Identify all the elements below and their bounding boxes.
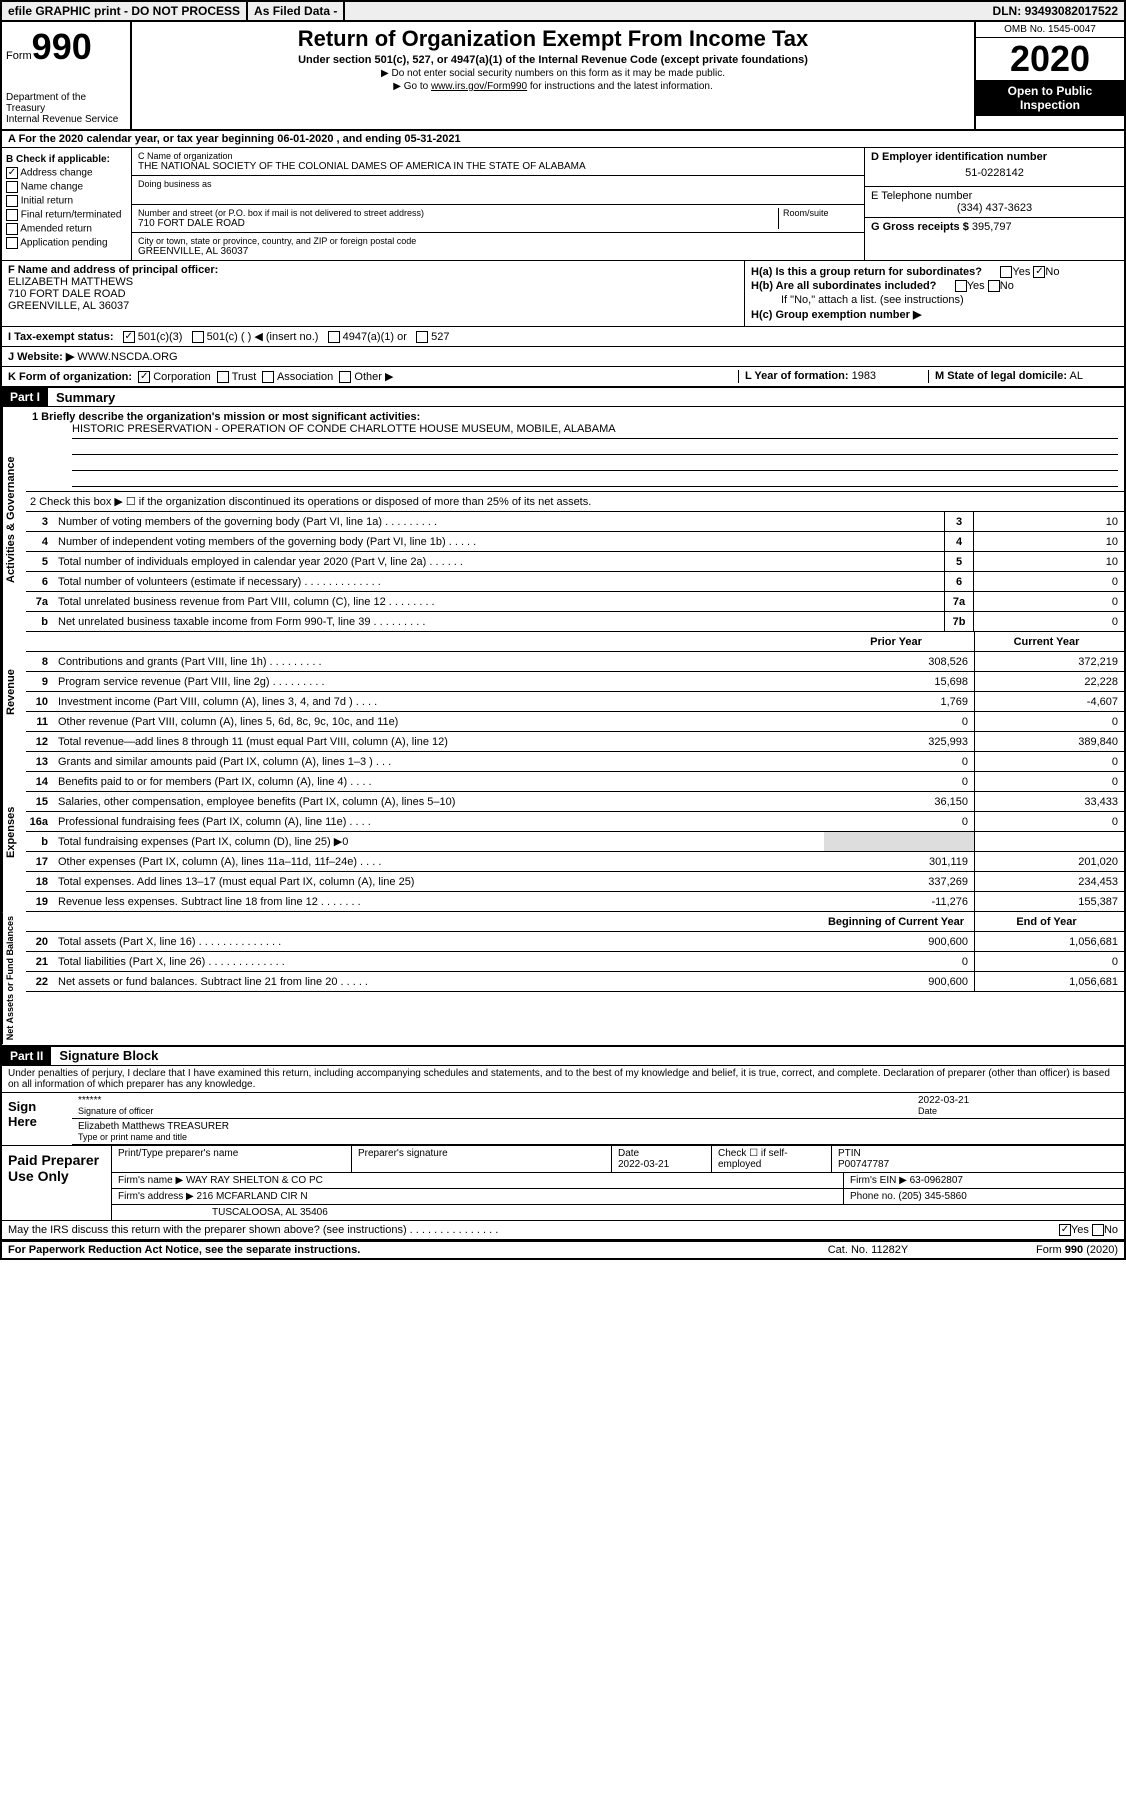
line-10: 10Investment income (Part VIII, column (…	[26, 692, 1124, 712]
tax-year: 2020	[976, 38, 1124, 80]
summary-gov: Activities & Governance 1 Briefly descri…	[2, 407, 1124, 632]
line-9: 9Program service revenue (Part VIII, lin…	[26, 672, 1124, 692]
website: WWW.NSCDA.ORG	[77, 351, 177, 363]
org-city: GREENVILLE, AL 36037	[138, 246, 858, 257]
topbar: efile GRAPHIC print - DO NOT PROCESS As …	[2, 2, 1124, 22]
sign-here-block: Sign Here ******Signature of officer 202…	[2, 1093, 1124, 1146]
line-7b: bNet unrelated business taxable income f…	[26, 612, 1124, 632]
summary-rev: Revenue Prior Year Current Year 8Contrib…	[2, 632, 1124, 752]
as-filed: As Filed Data -	[248, 2, 345, 20]
line-6: 6Total number of volunteers (estimate if…	[26, 572, 1124, 592]
header: Form990 Department of the Treasury Inter…	[2, 22, 1124, 131]
col-d: D Employer identification number 51-0228…	[864, 148, 1124, 260]
form-box: Form990 Department of the Treasury Inter…	[2, 22, 132, 129]
col-h: H(a) Is this a group return for subordin…	[744, 261, 1124, 326]
line-7a: 7aTotal unrelated business revenue from …	[26, 592, 1124, 612]
line-4: 4Number of independent voting members of…	[26, 532, 1124, 552]
line-15: 15Salaries, other compensation, employee…	[26, 792, 1124, 812]
open-to-public: Open to Public Inspection	[976, 80, 1124, 116]
summary-exp: Expenses 13Grants and similar amounts pa…	[2, 752, 1124, 912]
summary-na: Net Assets or Fund Balances Beginning of…	[2, 912, 1124, 1046]
line-20: 20Total assets (Part X, line 16) . . . .…	[26, 932, 1124, 952]
chk-initial-return: Initial return	[6, 195, 127, 207]
footer: For Paperwork Reduction Act Notice, see …	[2, 1241, 1124, 1258]
omb-number: OMB No. 1545-0047	[976, 22, 1124, 38]
right-box: OMB No. 1545-0047 2020 Open to Public In…	[974, 22, 1124, 129]
perjury-statement: Under penalties of perjury, I declare th…	[2, 1066, 1124, 1093]
line-j: J Website: ▶ WWW.NSCDA.ORG	[2, 347, 1124, 367]
paid-preparer: Paid Preparer Use Only Print/Type prepar…	[2, 1146, 1124, 1221]
line-18: 18Total expenses. Add lines 13–17 (must …	[26, 872, 1124, 892]
section-fgh: F Name and address of principal officer:…	[2, 261, 1124, 327]
col-c: C Name of organization THE NATIONAL SOCI…	[132, 148, 864, 260]
chk-amended: Amended return	[6, 223, 127, 235]
line-i: I Tax-exempt status: 501(c)(3) 501(c) ( …	[2, 327, 1124, 347]
org-address: 710 FORT DALE ROAD	[138, 218, 778, 229]
line-17: 17Other expenses (Part IX, column (A), l…	[26, 852, 1124, 872]
phone: (334) 437-3623	[871, 202, 1118, 214]
form-title: Return of Organization Exempt From Incom…	[142, 26, 964, 52]
title-box: Return of Organization Exempt From Incom…	[132, 22, 974, 129]
dept-treasury: Department of the Treasury Internal Reve…	[6, 92, 126, 125]
section-bcd: B Check if applicable: Address change Na…	[2, 148, 1124, 261]
part-i-header: Part I Summary	[2, 388, 1124, 407]
mission-text: HISTORIC PRESERVATION - OPERATION OF CON…	[72, 423, 1118, 439]
chk-address-change: Address change	[6, 167, 127, 179]
efile-notice: efile GRAPHIC print - DO NOT PROCESS	[2, 2, 248, 20]
line-16a: 16aProfessional fundraising fees (Part I…	[26, 812, 1124, 832]
line-k: K Form of organization: Corporation Trus…	[2, 367, 1124, 388]
gross-receipts: 395,797	[972, 221, 1012, 233]
form-990-page: efile GRAPHIC print - DO NOT PROCESS As …	[0, 0, 1126, 1260]
org-name: THE NATIONAL SOCIETY OF THE COLONIAL DAM…	[138, 161, 858, 172]
line-13: 13Grants and similar amounts paid (Part …	[26, 752, 1124, 772]
discuss-line: May the IRS discuss this return with the…	[2, 1221, 1124, 1241]
line-b: bTotal fundraising expenses (Part IX, co…	[26, 832, 1124, 852]
line-22: 22Net assets or fund balances. Subtract …	[26, 972, 1124, 992]
col-b: B Check if applicable: Address change Na…	[2, 148, 132, 260]
line-14: 14Benefits paid to or for members (Part …	[26, 772, 1124, 792]
col-f: F Name and address of principal officer:…	[2, 261, 744, 326]
line-5: 5Total number of individuals employed in…	[26, 552, 1124, 572]
instruction-2: ▶ Go to www.irs.gov/Form990 for instruct…	[142, 81, 964, 92]
line-3: 3Number of voting members of the governi…	[26, 512, 1124, 532]
line-12: 12Total revenue—add lines 8 through 11 (…	[26, 732, 1124, 752]
line-19: 19Revenue less expenses. Subtract line 1…	[26, 892, 1124, 912]
mission-block: 1 Briefly describe the organization's mi…	[26, 407, 1124, 492]
irs-link[interactable]: www.irs.gov/Form990	[431, 81, 527, 92]
dln: DLN: 93493082017522	[987, 2, 1124, 20]
line-a: A For the 2020 calendar year, or tax yea…	[2, 131, 1124, 148]
line-8: 8Contributions and grants (Part VIII, li…	[26, 652, 1124, 672]
chk-name-change: Name change	[6, 181, 127, 193]
chk-app-pending: Application pending	[6, 237, 127, 249]
part-ii-header: Part II Signature Block	[2, 1047, 1124, 1066]
subtitle: Under section 501(c), 527, or 4947(a)(1)…	[142, 54, 964, 66]
line-21: 21Total liabilities (Part X, line 26) . …	[26, 952, 1124, 972]
ein: 51-0228142	[871, 163, 1118, 183]
line-11: 11Other revenue (Part VIII, column (A), …	[26, 712, 1124, 732]
instruction-1: ▶ Do not enter social security numbers o…	[142, 68, 964, 79]
chk-final-return: Final return/terminated	[6, 209, 127, 221]
